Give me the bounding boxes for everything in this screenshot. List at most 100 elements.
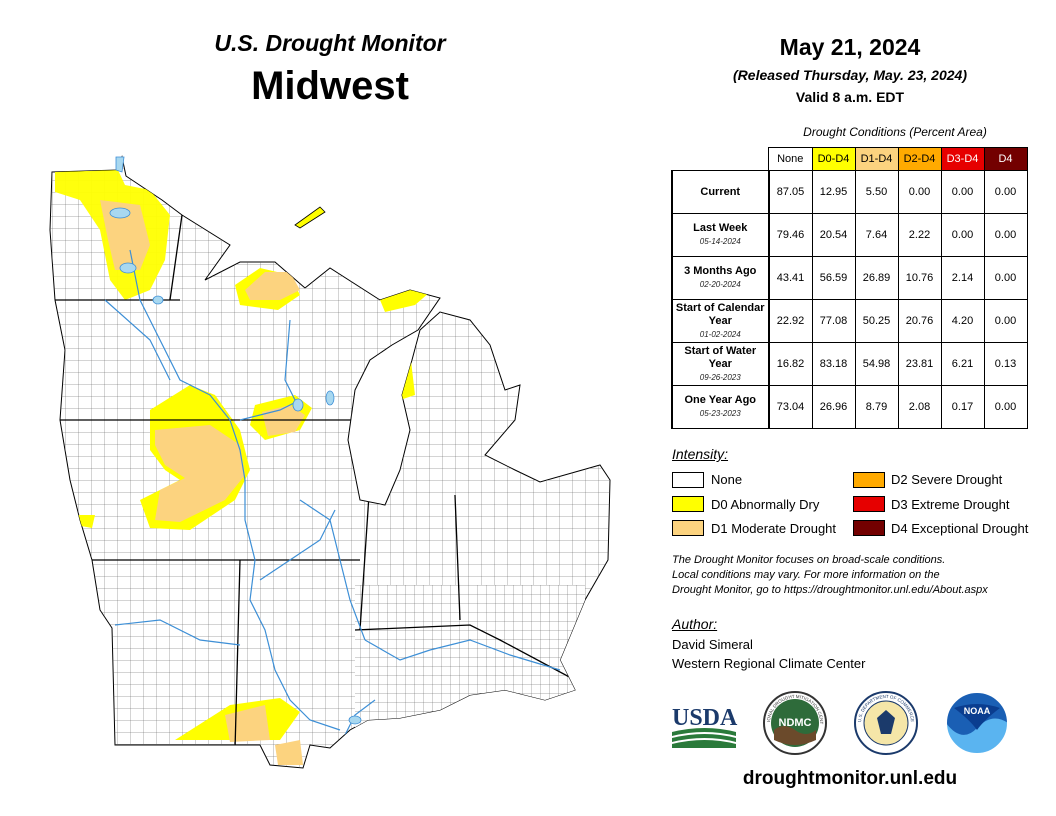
table-row: Start of Calendar Year 01-02-2024 22.92 7… — [671, 299, 1028, 343]
legend-swatch-none — [672, 472, 704, 488]
row-title: One Year Ago — [684, 394, 757, 406]
cell-value: 0.00 — [897, 170, 942, 214]
ndmc-logo-text: NDMC — [779, 717, 812, 729]
commerce-seal: U.S. DEPARTMENT OF COMMERCE — [854, 691, 918, 755]
row-label: Last Week 05-14-2024 — [671, 213, 770, 257]
row-date: 05-23-2023 — [699, 409, 741, 418]
rivers — [104, 249, 561, 736]
legend-swatch-d3 — [853, 496, 885, 512]
row-date: 05-14-2024 — [699, 237, 741, 246]
cell-value: 43.41 — [768, 256, 813, 300]
cell-value: 2.22 — [897, 213, 942, 257]
drought-statistics-table: None D0-D4 D1-D4 D2-D4 D3-D4 D4 Current … — [671, 147, 1028, 429]
cell-value: 0.00 — [983, 256, 1028, 300]
map-title: U.S. Drought Monitor — [214, 30, 446, 56]
cell-value: 20.54 — [811, 213, 856, 257]
cell-value: 16.82 — [768, 342, 813, 386]
cell-value: 56.59 — [811, 256, 856, 300]
note-line: Drought Monitor, go to https://droughtmo… — [672, 584, 988, 596]
row-title: Current — [700, 185, 741, 198]
legend-label-d1: D1 Moderate Drought — [711, 521, 837, 536]
row-label: 3 Months Ago 02-20-2024 — [671, 256, 770, 300]
row-label: One Year Ago 05-23-2023 — [671, 385, 770, 429]
author-name: David Simeral — [672, 637, 753, 652]
cell-value: 2.08 — [897, 385, 942, 429]
cell-value: 77.08 — [811, 299, 856, 343]
note-line: The Drought Monitor focuses on broad-sca… — [672, 554, 946, 566]
row-title: Last Week — [693, 222, 748, 234]
cell-value: 50.25 — [854, 299, 899, 343]
row-label: Start of Water Year 09-26-2023 — [671, 342, 770, 386]
table-row: 3 Months Ago 02-20-2024 43.41 56.59 26.89… — [671, 256, 1028, 300]
cell-value: 26.89 — [854, 256, 899, 300]
legend-label-d3: D3 Extreme Drought — [891, 497, 1010, 512]
row-label: Current — [671, 170, 770, 214]
cell-value: 0.00 — [983, 170, 1028, 214]
legend-swatch-d0 — [672, 496, 704, 512]
usda-logo: USDA — [672, 705, 738, 748]
region-title: Midwest — [251, 64, 409, 108]
table-row: Last Week 05-14-2024 79.46 20.54 7.64 2.2… — [671, 213, 1028, 257]
website-url[interactable]: droughtmonitor.unl.edu — [742, 768, 958, 789]
cell-value: 87.05 — [768, 170, 813, 214]
legend-title: Intensity: — [672, 446, 729, 462]
cell-value: 0.00 — [940, 213, 985, 257]
cell-value: 5.50 — [854, 170, 899, 214]
usda-logo-text: USDA — [672, 705, 738, 731]
col-d2-d4: D2-D4 — [897, 147, 942, 171]
legend-label-d0: D0 Abnormally Dry — [711, 497, 820, 512]
cell-value: 26.96 — [811, 385, 856, 429]
row-date: 01-02-2024 — [699, 329, 741, 339]
table-row: Start of Water Year 09-26-2023 16.82 83.1… — [671, 342, 1028, 386]
cell-value: 12.95 — [811, 170, 856, 214]
release-date: (Released Thursday, May. 23, 2024) — [733, 67, 967, 83]
cell-value: 0.00 — [983, 299, 1028, 343]
row-date: 09-26-2023 — [699, 372, 741, 382]
lake-of-the-woods — [115, 156, 125, 173]
row-title: Start of Water Year — [684, 344, 757, 370]
row-title: Start of Calendar Year — [675, 301, 765, 327]
cell-value: 0.00 — [983, 213, 1028, 257]
col-none: None — [768, 147, 813, 171]
midwest-drought-map — [49, 156, 611, 769]
legend-label-d2: D2 Severe Drought — [891, 472, 1003, 487]
isle-royale — [294, 206, 326, 229]
map-date: May 21, 2024 — [779, 34, 921, 60]
cell-value: 0.13 — [983, 342, 1028, 386]
col-d0-d4: D0-D4 — [811, 147, 856, 171]
row-label: Start of Calendar Year 01-02-2024 — [671, 299, 770, 343]
note-line: Local conditions may vary. For more info… — [672, 569, 940, 581]
cell-value: 0.00 — [940, 170, 985, 214]
cell-value: 8.79 — [854, 385, 899, 429]
legend-label-d4: D4 Exceptional Drought — [891, 521, 1029, 536]
cell-value: 54.98 — [854, 342, 899, 386]
cell-value: 10.76 — [897, 256, 942, 300]
cell-value: 6.21 — [940, 342, 985, 386]
cell-value: 0.00 — [983, 385, 1028, 429]
cell-value: 0.17 — [940, 385, 985, 429]
author-heading: Author: — [672, 616, 718, 632]
table-row: One Year Ago 05-23-2023 73.04 26.96 8.79 … — [671, 385, 1028, 429]
col-d4: D4 — [983, 147, 1028, 171]
legend-label-none: None — [711, 472, 743, 487]
cell-value: 73.04 — [768, 385, 813, 429]
table-caption: Drought Conditions (Percent Area) — [803, 125, 987, 139]
header-blank — [672, 148, 769, 171]
row-date: 02-20-2024 — [699, 280, 741, 289]
cell-value: 2.14 — [940, 256, 985, 300]
noaa-logo-text: NOAA — [964, 706, 991, 716]
legend-swatch-d4 — [853, 520, 885, 536]
valid-time: Valid 8 a.m. EDT — [795, 89, 905, 105]
col-d3-d4: D3-D4 — [940, 147, 985, 171]
table-header-row: None D0-D4 D1-D4 D2-D4 D3-D4 D4 — [672, 147, 1028, 171]
cell-value: 79.46 — [768, 213, 813, 257]
cell-value: 7.64 — [854, 213, 899, 257]
ndmc-logo: NDMC NATIONAL DROUGHT MITIGATION CENTER — [762, 690, 827, 755]
cell-value: 83.18 — [811, 342, 856, 386]
author-organization: Western Regional Climate Center — [672, 656, 866, 671]
table-row: Current 87.05 12.95 5.50 0.00 0.00 0.00 — [671, 170, 1028, 214]
lakes — [109, 207, 362, 725]
cell-value: 4.20 — [940, 299, 985, 343]
cell-value: 23.81 — [897, 342, 942, 386]
legend-swatch-d1 — [672, 520, 704, 536]
